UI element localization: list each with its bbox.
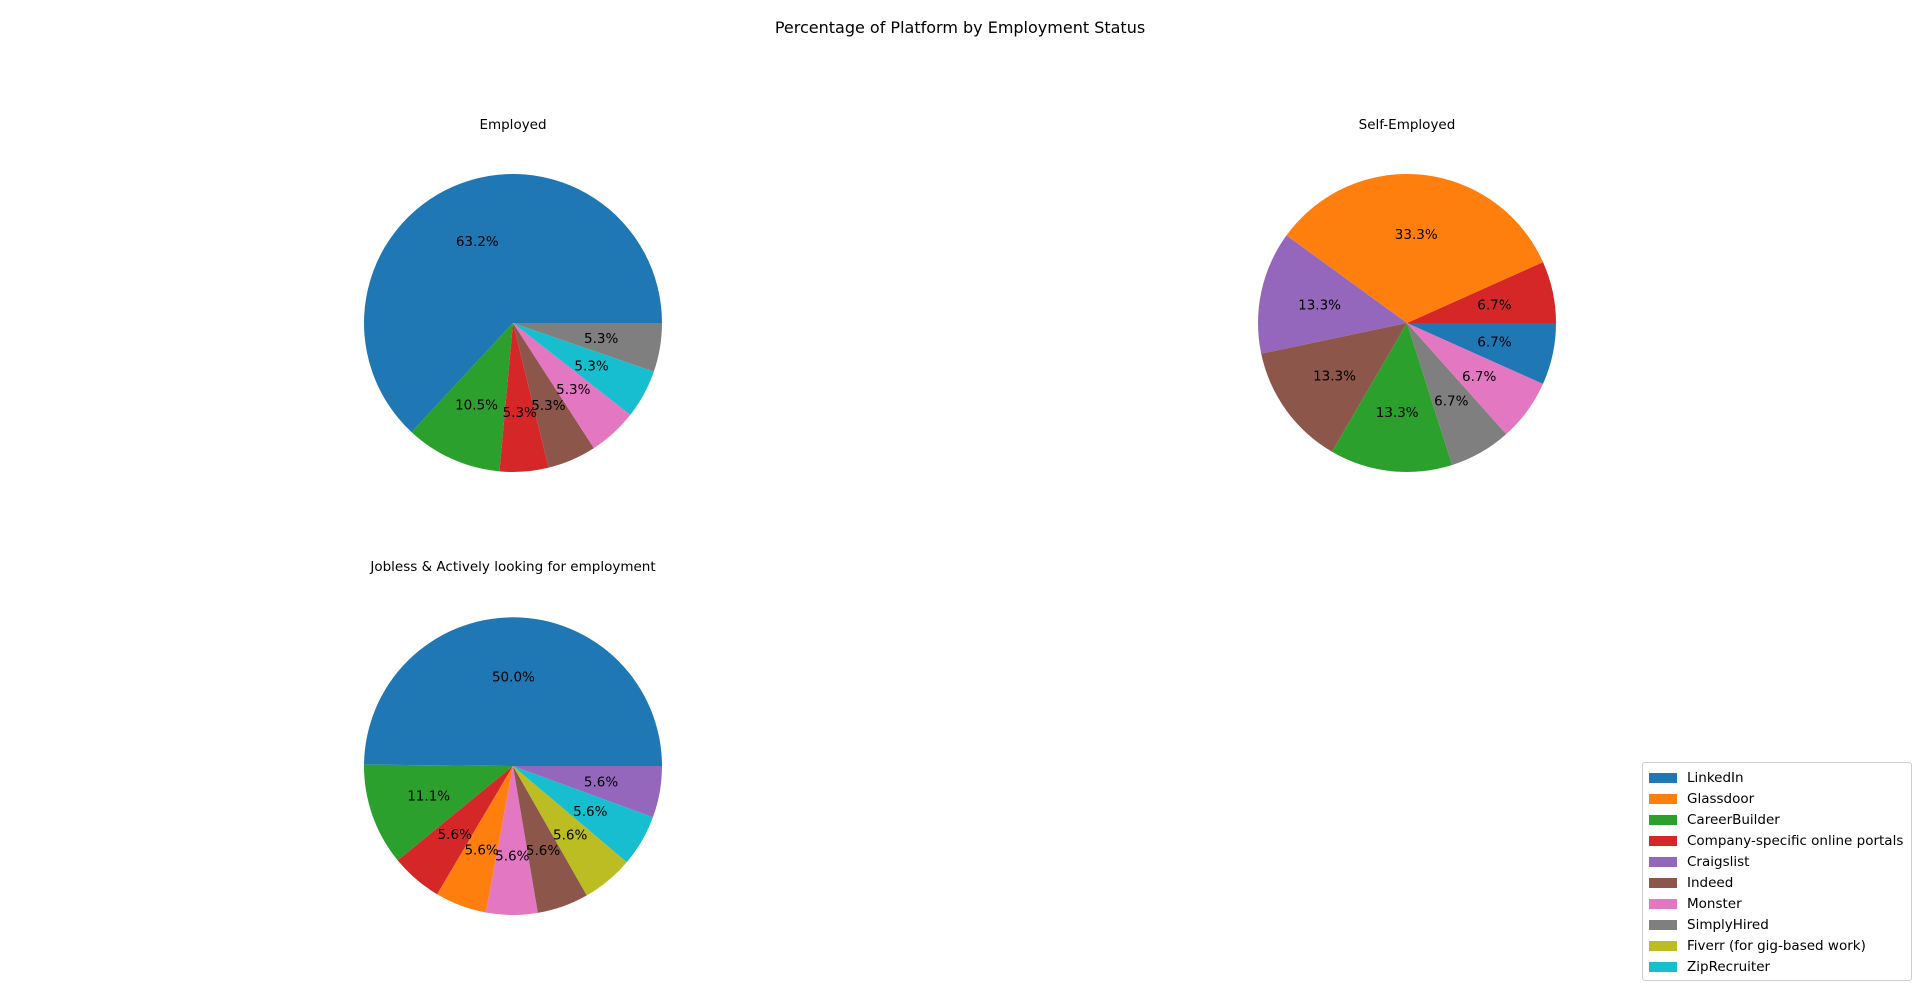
pie-value-label: 6.7% [1434,394,1468,410]
pie-value-label: 13.3% [1376,405,1419,421]
legend-swatch [1649,814,1677,825]
legend-swatch [1649,772,1677,783]
pie-title: Self-Employed [1359,117,1456,133]
pie-value-label: 63.2% [456,234,499,250]
legend-swatch [1649,835,1677,846]
pie-jobless-actively-looking-for-employment: Jobless & Actively looking for employmen… [364,559,662,916]
pie-value-label: 50.0% [492,670,535,686]
pie-slice-simplyhired [1407,323,1507,465]
legend-item-careerbuilder: CareerBuilder [1649,809,1905,830]
legend-label: CareerBuilder [1687,811,1780,828]
legend-item-craigslist: Craigslist [1649,851,1905,872]
legend-swatch [1649,793,1677,804]
legend-label: Company-specific online portals [1687,832,1904,849]
pie-slice-careerbuilder [1331,323,1453,472]
legend-label: Glassdoor [1687,790,1755,807]
pie-self-employed: Self-Employed 6.7% 33.3% 13.3% 13.3% 13.3% 6.7… [1258,117,1556,472]
pie-title: Jobless & Actively looking for employmen… [369,559,655,575]
pie-slice-craigslist [513,766,662,818]
pie-value-label: 5.3% [503,405,537,421]
pie-value-label: 5.3% [556,382,590,398]
pie-value-label: 5.6% [584,775,618,791]
legend-swatch [1649,877,1677,888]
pie-value-label: 6.7% [1477,297,1511,313]
pie-value-label: 5.3% [584,331,618,347]
pie-value-label: 5.6% [573,804,607,820]
legend-swatch [1649,940,1677,951]
pie-value-label: 5.6% [553,828,587,844]
legend-label: Fiverr (for gig-based work) [1687,937,1866,954]
pie-value-label: 6.7% [1462,369,1496,385]
pie-value-label: 5.3% [574,359,608,375]
legend-label: Indeed [1687,874,1734,891]
pie-slice-ziprecruiter [513,766,653,863]
pie-value-label: 5.6% [495,848,529,864]
legend-label: LinkedIn [1687,769,1744,786]
legend-item-ziprecruiter: ZipRecruiter [1649,956,1905,977]
pie-value-label: 33.3% [1395,227,1438,243]
legend-item-indeed: Indeed [1649,872,1905,893]
legend-swatch [1649,898,1677,909]
legend-item-company-specific-online-portals: Company-specific online portals [1649,830,1905,851]
legend-item-glassdoor: Glassdoor [1649,788,1905,809]
legend-item-monster: Monster [1649,893,1905,914]
pie-slice-glassdoor [1286,174,1543,323]
pie-slice-careerbuilder [364,764,513,861]
pie-slice-ziprecruiter [513,323,654,415]
pie-value-label: 13.3% [1313,368,1356,384]
pie-value-label: 5.6% [464,843,498,859]
pie-slice-indeed [513,323,594,468]
pie-slice-linkedin [364,173,662,433]
pie-value-label: 10.5% [455,398,498,414]
pie-slice-linkedin [1407,323,1556,384]
pie-value-label: 5.3% [531,398,565,414]
pie-title: Employed [479,117,546,133]
pie-slice-indeed [513,766,587,913]
pie-value-label: 5.6% [438,827,472,843]
pie-slice-fiverr-for-gig-based-work [513,766,627,896]
pie-slice-monster [513,323,631,449]
pie-value-label: 13.3% [1298,297,1341,313]
legend-label: Monster [1687,895,1742,912]
pie-slice-craigslist [1258,235,1407,354]
legend-label: SimplyHired [1687,916,1769,933]
pie-slice-careerbuilder [411,323,513,472]
legend-label: Craigslist [1687,853,1750,870]
legend-swatch [1649,856,1677,867]
legend-item-fiverr-for-gig-based-work: Fiverr (for gig-based work) [1649,935,1905,956]
legend-item-linkedin: LinkedIn [1649,767,1905,788]
pie-value-label: 6.7% [1477,335,1511,351]
pie-slice-indeed [1261,323,1407,452]
legend-item-simplyhired: SimplyHired [1649,914,1905,935]
legend-label: ZipRecruiter [1687,958,1771,975]
pie-value-label: 11.1% [407,789,450,805]
legend-swatch [1649,919,1677,930]
pie-value-label: 5.6% [526,843,560,859]
figure-title: Percentage of Platform by Employment Sta… [775,18,1145,37]
legend-swatch [1649,961,1677,972]
pie-slice-company-specific-online-portals [1407,262,1556,323]
pie-slice-linkedin [364,617,662,766]
chart-legend: LinkedIn Glassdoor CareerBuilder Company-sp… [1642,762,1912,981]
pie-slice-glassdoor [437,766,513,913]
pie-slice-monster [485,766,538,916]
pie-slice-company-specific-online-portals [499,323,549,472]
pie-slice-simplyhired [513,323,662,372]
pie-slice-company-specific-online-portals [397,766,513,895]
pie-slice-monster [1407,323,1543,435]
